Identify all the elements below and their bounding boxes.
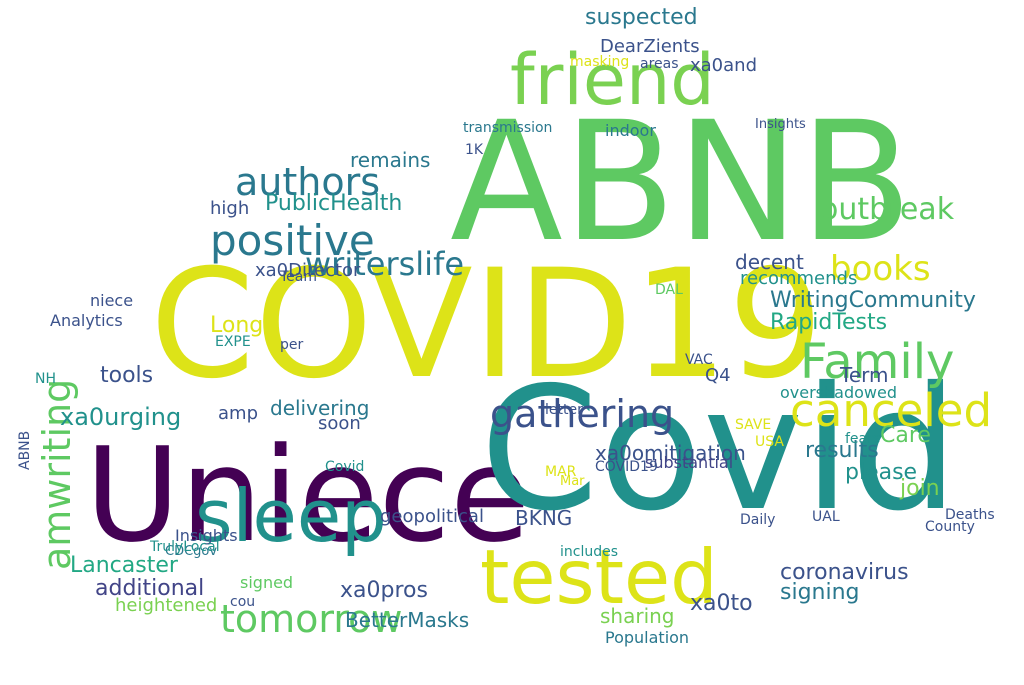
word-family: Family: [800, 334, 955, 390]
word-xa0pros: xa0pros: [340, 578, 428, 603]
word-xa0and: xa0and: [690, 55, 757, 76]
word-please: please: [845, 460, 918, 485]
word-covid: Covid: [480, 351, 959, 549]
word-q4: Q4: [705, 365, 731, 386]
word-bettermasks: BetterMasks: [345, 608, 470, 632]
word-covid19: COVID19: [150, 238, 824, 412]
word-positive: positive: [210, 216, 375, 265]
word-deaths: Deaths: [945, 507, 995, 523]
word-sharing: sharing: [600, 604, 675, 628]
word-cdcgov: CDCgov: [165, 544, 218, 559]
word-abnb: ABNB: [450, 86, 913, 278]
word-care: Care: [880, 423, 931, 448]
word-tested: tested: [480, 533, 718, 621]
word-transmission: transmission: [463, 120, 553, 136]
word-mar: MAR: [545, 464, 577, 480]
word-friend: friend: [510, 39, 715, 121]
word-writingcommunity: WritingCommunity: [770, 288, 976, 313]
word-join: join: [900, 476, 940, 501]
word-insights: Insights: [755, 117, 806, 132]
word-usa: USA: [755, 434, 784, 450]
word-coronavirus: coronavirus: [780, 560, 909, 585]
word-authors: authors: [235, 160, 381, 204]
word-per: per: [280, 337, 304, 353]
word-covid19: COVID19: [595, 459, 658, 475]
word-xa0urging: xa0urging: [60, 403, 182, 431]
word-1k: 1K: [465, 142, 484, 158]
word-substantial: substantial: [645, 453, 734, 472]
word-xa0omitigation: xa0omitigation: [595, 441, 746, 465]
word-uniece: Uniece: [85, 419, 531, 571]
word-overshadowed: overshadowed: [780, 383, 897, 402]
word-nh: NH: [35, 371, 56, 387]
word-tomorrow: tomorrow: [220, 597, 403, 641]
word-long: Long: [210, 313, 264, 338]
word-canceled: canceled: [790, 384, 993, 437]
word-cou: cou: [230, 594, 256, 610]
word-ual: UAL: [812, 509, 840, 525]
word-insights: Insights: [175, 526, 238, 545]
word-delivering: delivering: [270, 396, 370, 420]
word-team: Team: [280, 269, 318, 285]
word-abnb: ABNB: [17, 430, 33, 470]
word-sleep: sleep: [195, 474, 387, 558]
word-gathering: gathering: [490, 392, 675, 436]
word-expe: EXPE: [215, 334, 251, 350]
word-analytics: Analytics: [50, 311, 123, 330]
word-niece: niece: [90, 291, 134, 310]
word-dal: DAL: [655, 282, 683, 298]
word-vac: VAC: [685, 352, 713, 368]
word-county: County: [925, 519, 975, 535]
word-daily: Daily: [740, 512, 776, 528]
word-publichealth: PublicHealth: [265, 191, 403, 216]
word-xa0to: xa0to: [690, 591, 753, 616]
word-bkng: BKNG: [515, 506, 573, 530]
word-fears: fears: [845, 431, 881, 447]
word-covid: Covid: [325, 459, 365, 475]
word-amp: amp: [218, 403, 258, 424]
word-signed: signed: [240, 573, 294, 592]
word-includes: includes: [560, 544, 619, 560]
word-rapidtests: RapidTests: [770, 310, 888, 335]
word-masking: masking: [570, 54, 630, 70]
word-heightened: heightened: [115, 595, 218, 616]
word-remains: remains: [350, 148, 431, 172]
word-recommends: recommends: [740, 268, 858, 289]
word-areas: areas: [640, 56, 679, 72]
word-additional: additional: [95, 576, 205, 601]
word-results: results: [805, 438, 879, 463]
word-suspected: suspected: [585, 5, 698, 30]
word-signing: signing: [780, 580, 860, 605]
word-trulylocal: TrulyLocal: [150, 539, 220, 555]
word-mar: Mar: [560, 474, 585, 489]
word-dearzients: DearZients: [600, 36, 700, 57]
word-term: Term: [840, 363, 889, 387]
word-geopolitical: geopolitical: [380, 506, 484, 527]
word-indoor: indoor: [605, 121, 656, 140]
word-writerslife: writerslife: [305, 245, 465, 283]
word-lancaster: Lancaster: [70, 553, 178, 578]
word-books: books: [830, 249, 931, 289]
word-decent: decent: [735, 250, 804, 274]
word-save: SAVE: [735, 417, 772, 433]
word-xa0director: xa0Director: [255, 260, 361, 281]
word-tools: tools: [100, 363, 154, 388]
word-outbreak: outbreak: [820, 192, 955, 227]
word-soon: soon: [318, 413, 361, 434]
word-letter: letter: [545, 402, 583, 418]
word-population: Population: [605, 628, 690, 647]
word-high: high: [210, 198, 250, 219]
